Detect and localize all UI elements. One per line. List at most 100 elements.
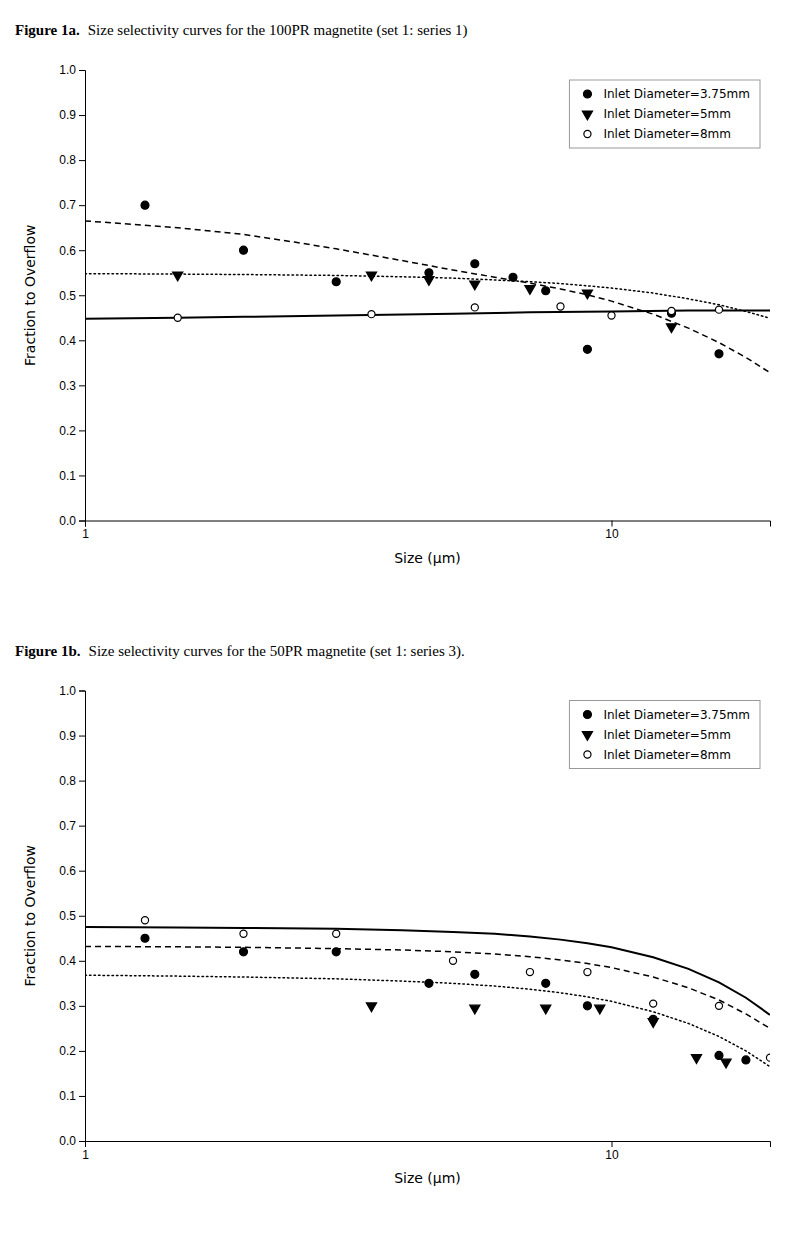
y-tick-mark (79, 385, 85, 386)
y-tick-label: 0.9 (59, 108, 76, 122)
y-tick: 0.3 (59, 999, 85, 1013)
y-tick-mark (79, 781, 85, 782)
y-tick-mark (79, 340, 85, 341)
y-axis-line (79, 71, 86, 522)
y-tick-mark (79, 521, 85, 522)
title: Figure 1b. (15, 643, 81, 659)
point (595, 1005, 605, 1014)
point (332, 278, 340, 286)
y-tick-label: 0.0 (59, 1134, 76, 1148)
x-axis-title: Size (μm) (394, 550, 461, 566)
point (449, 957, 456, 964)
y-tick-mark (79, 1006, 85, 1007)
y-tick-mark (79, 961, 85, 962)
y-axis: 0.00.10.20.30.40.50.60.70.80.91.0 (59, 63, 85, 527)
marks (85, 201, 770, 373)
y-tick-label: 0.5 (59, 909, 76, 923)
point (240, 948, 248, 956)
point (542, 979, 550, 987)
point (721, 1059, 731, 1068)
y-tick: 0.1 (59, 469, 85, 483)
point (366, 272, 376, 281)
legend-label: Inlet Diameter=3.75mm (603, 708, 750, 722)
y-tick-mark (79, 250, 85, 251)
x-tick-mark (612, 1141, 613, 1147)
y-tick-label: 0.4 (59, 334, 76, 348)
point (526, 968, 533, 975)
y-tick: 0.1 (59, 1089, 85, 1103)
point (471, 304, 478, 311)
legend-box (569, 701, 760, 769)
y-tick-label: 0.0 (59, 514, 76, 528)
point (509, 273, 517, 281)
y-axis-title: Fraction to Overflow (22, 225, 38, 366)
point (650, 1000, 657, 1007)
legend: Inlet Diameter=3.75mmInlet Diameter=5mmI… (569, 80, 760, 148)
point (240, 246, 248, 254)
y-tick-label: 0.6 (59, 864, 76, 878)
point (141, 201, 149, 209)
y-tick-mark (79, 295, 85, 296)
y-tick: 0.8 (59, 153, 85, 167)
x-tick-label: 1 (82, 527, 89, 541)
x-axis-line (86, 1142, 771, 1148)
curve (85, 221, 770, 373)
y-tick-label: 0.8 (59, 774, 76, 788)
y-tick-mark (79, 475, 85, 476)
subtitle: Size selectivity curves for the 100PR ma… (88, 22, 468, 39)
point (471, 970, 479, 978)
point (691, 1055, 701, 1064)
legend-swatch (582, 111, 592, 120)
plot: 1100.00.10.20.30.40.50.60.70.80.91.0Size… (22, 63, 771, 565)
subtitle: Size selectivity curves for the 50PR mag… (89, 643, 465, 660)
legend-label: Inlet Diameter=5mm (603, 107, 730, 121)
y-tick: 0.6 (59, 864, 85, 878)
x-tick: 1 (82, 521, 89, 542)
y-tick-label: 0.8 (59, 153, 76, 167)
y-tick-label: 0.3 (59, 379, 76, 393)
y-tick: 0.8 (59, 774, 85, 788)
y-tick-label: 0.1 (59, 469, 76, 483)
point (583, 1002, 591, 1010)
y-tick-mark (79, 1096, 85, 1097)
point (766, 1054, 770, 1061)
point (666, 324, 676, 333)
y-axis: 0.00.10.20.30.40.50.60.70.80.91.0 (59, 684, 85, 1148)
legend-swatch (584, 751, 591, 758)
x-tick: 10 (605, 1141, 619, 1162)
y-tick-label: 1.0 (59, 63, 76, 77)
y-tick: 0.9 (59, 729, 85, 743)
y-tick-label: 0.3 (59, 999, 76, 1013)
point (425, 269, 433, 277)
y-tick-mark (79, 115, 85, 116)
point (557, 303, 564, 310)
legend-swatch (583, 90, 591, 98)
point (141, 934, 149, 942)
y-tick: 0.2 (59, 1044, 85, 1058)
point (366, 1003, 376, 1012)
legend-swatch (582, 732, 592, 741)
point (333, 930, 340, 937)
point (471, 260, 479, 268)
y-tick: 0.2 (59, 424, 85, 438)
y-tick-label: 1.0 (59, 684, 76, 698)
point (715, 1051, 723, 1059)
y-tick-mark (79, 916, 85, 917)
x-axis-line (86, 521, 771, 527)
y-tick: 1.0 (59, 63, 85, 77)
point (715, 306, 722, 313)
panel: Figure 1a.Size selectivity curves for th… (15, 22, 771, 566)
x-axis: 1 10 (82, 1141, 770, 1162)
caption: Figure 1b. Size selectivity curves for th… (15, 643, 465, 660)
legend: Inlet Diameter=3.75mmInlet Diameter=5mmI… (569, 701, 760, 769)
y-tick-mark (79, 430, 85, 431)
legend-label: Inlet Diameter=8mm (603, 748, 730, 762)
figure: Figure 1a.Size selectivity curves for th… (0, 0, 800, 1241)
y-tick-mark (79, 70, 85, 71)
point (715, 1002, 722, 1009)
point (742, 1056, 750, 1064)
x-tick: 1 (82, 1141, 89, 1162)
point (240, 930, 247, 937)
legend-swatch (583, 711, 591, 719)
point (173, 272, 183, 281)
